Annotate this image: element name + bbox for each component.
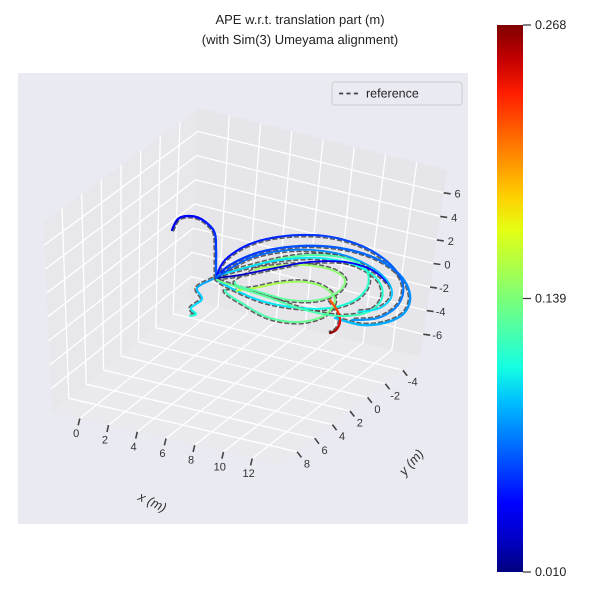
svg-text:12: 12 [242, 468, 254, 480]
svg-text:0: 0 [444, 259, 450, 271]
svg-text:-2: -2 [390, 390, 400, 402]
svg-text:8: 8 [304, 458, 310, 470]
svg-text:reference: reference [366, 87, 419, 101]
svg-text:10: 10 [214, 461, 226, 473]
svg-text:4: 4 [131, 441, 137, 453]
svg-text:6: 6 [455, 189, 461, 201]
svg-text:8: 8 [188, 455, 194, 467]
svg-text:0: 0 [73, 428, 79, 440]
svg-text:0.139: 0.139 [535, 292, 566, 306]
svg-text:4: 4 [339, 431, 345, 443]
svg-text:0.268: 0.268 [535, 18, 566, 32]
svg-text:6: 6 [321, 445, 327, 457]
svg-text:-6: -6 [432, 330, 442, 342]
svg-text:-4: -4 [436, 307, 446, 319]
svg-text:6: 6 [159, 448, 165, 460]
svg-text:-4: -4 [408, 377, 418, 389]
svg-text:4: 4 [451, 212, 457, 224]
svg-text:2: 2 [357, 418, 363, 430]
svg-text:2: 2 [448, 236, 454, 248]
svg-text:0.010: 0.010 [535, 565, 566, 579]
svg-text:2: 2 [102, 435, 108, 447]
svg-text:0: 0 [374, 404, 380, 416]
svg-text:-2: -2 [439, 283, 449, 295]
